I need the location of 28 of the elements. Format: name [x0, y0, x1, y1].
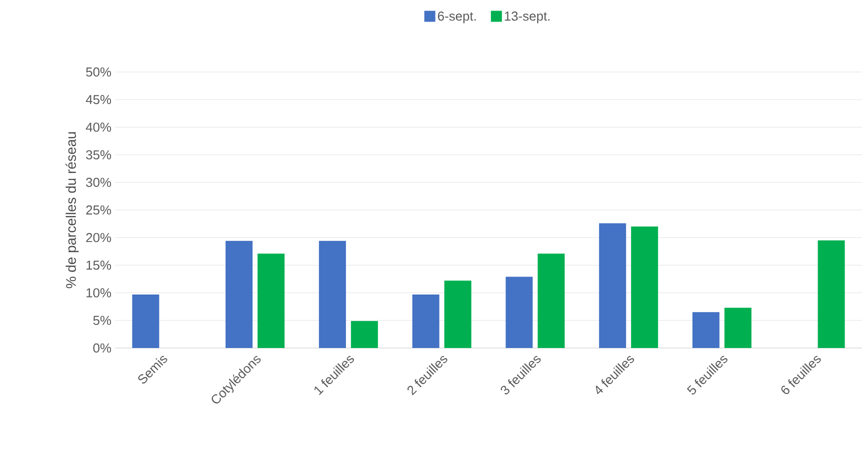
y-tick-label: 45% [86, 95, 112, 104]
bar [444, 280, 472, 348]
bar [818, 240, 845, 348]
legend-label: 6-sept. [438, 12, 476, 24]
bar [318, 240, 346, 348]
y-tick-label: 15% [86, 260, 112, 270]
y-tick-label: 50% [86, 67, 112, 77]
y-axis-title: % de parcelles du réseau [66, 132, 79, 288]
y-tick-label: 35% [86, 150, 112, 160]
y-tick-label: 20% [86, 233, 112, 242]
bar [350, 320, 378, 348]
y-tick-label: 30% [86, 178, 112, 187]
y-tick-label: 5% [93, 316, 112, 325]
y-tick-label: 0% [93, 343, 112, 353]
bar [724, 308, 752, 348]
bar [226, 240, 253, 348]
bar [599, 223, 626, 348]
bar [506, 276, 533, 348]
bar [258, 254, 285, 348]
bar [692, 312, 720, 348]
y-tick-label: 25% [86, 205, 112, 215]
y-tick-label: 10% [86, 288, 112, 298]
bar [538, 254, 565, 348]
bar [631, 226, 658, 348]
bar [412, 294, 440, 348]
bar [132, 294, 160, 348]
y-tick-label: 40% [86, 122, 112, 132]
legend-label: 13-sept. [504, 12, 550, 24]
